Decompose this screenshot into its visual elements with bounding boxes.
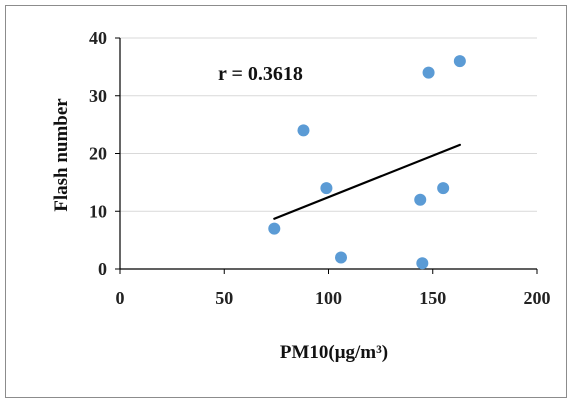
scatter-point-7 <box>437 182 450 195</box>
y-tick-label-2: 20 <box>89 144 107 164</box>
scatter-point-3 <box>335 251 348 264</box>
y-tick-label-3: 30 <box>89 86 107 106</box>
scatter-point-2 <box>320 182 333 195</box>
scatter-point-0 <box>268 222 281 235</box>
x-tick-label-4: 200 <box>524 288 551 308</box>
scatter-point-6 <box>422 66 435 79</box>
point-layer <box>268 55 466 270</box>
y-tick-label-1: 10 <box>89 201 107 221</box>
linear-trendline <box>273 143 461 220</box>
scatter-point-4 <box>414 193 427 206</box>
x-tick-label-3: 150 <box>419 288 446 308</box>
x-axis-title: PM10(μg/m³) <box>280 342 388 363</box>
trend-layer <box>273 143 461 220</box>
y-axis-title: Flash number <box>51 98 72 212</box>
tick-layer: 0 10 20 30 40 0 50 100 150 200 <box>89 28 551 308</box>
chart-frame <box>5 5 567 398</box>
x-tick-label-2: 100 <box>315 288 342 308</box>
correlation-annotation: r = 0.3618 <box>218 63 303 85</box>
y-tick-label-4: 40 <box>89 28 107 48</box>
grid-layer <box>120 37 537 212</box>
scatter-point-5 <box>416 257 429 270</box>
x-tick-label-0: 0 <box>116 288 125 308</box>
scatter-point-8 <box>453 55 466 68</box>
scatter-point-1 <box>297 124 310 137</box>
y-tick-label-0: 0 <box>98 259 107 279</box>
x-tick-label-1: 50 <box>215 288 233 308</box>
